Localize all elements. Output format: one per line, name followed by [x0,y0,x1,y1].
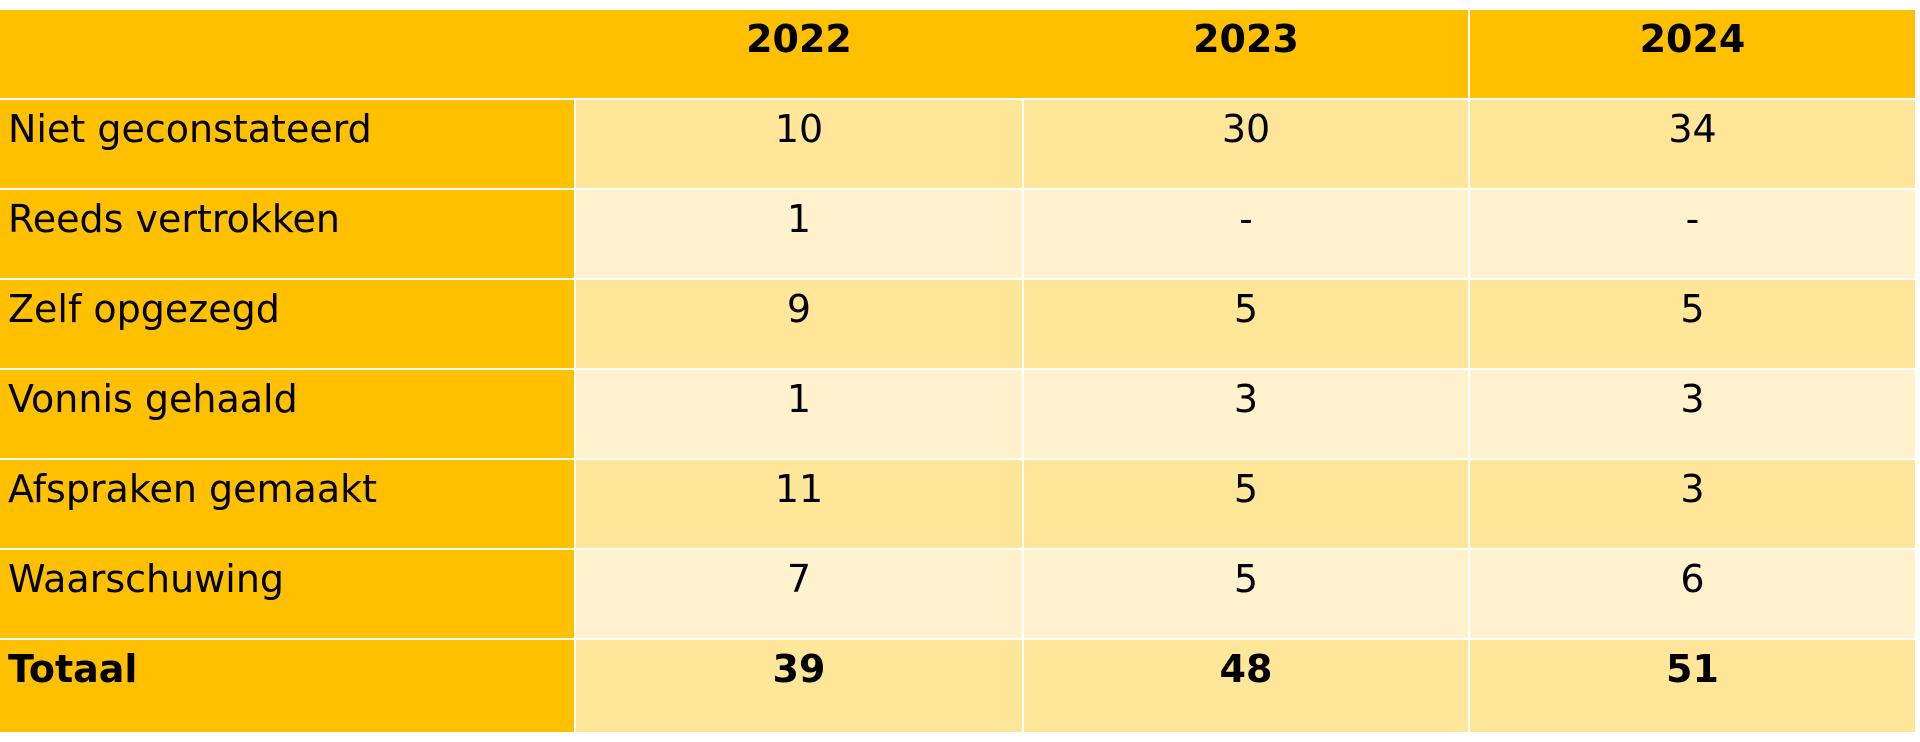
header-cell-2023: 2023 [1024,10,1468,98]
table-cell: 1 [576,190,1022,278]
table-cell: 5 [1470,280,1915,368]
total-label: Totaal [0,640,574,732]
table-row: Reeds vertrokken 1 - - [0,190,1915,278]
table-row: Afspraken gemaakt 11 5 3 [0,460,1915,548]
header-cell-2024: 2024 [1470,10,1915,98]
total-cell: 51 [1470,640,1915,732]
table-row: Vonnis gehaald 1 3 3 [0,370,1915,458]
table-cell: 3 [1024,370,1468,458]
table-cell: 11 [576,460,1022,548]
table-total-row: Totaal 39 48 51 [0,640,1915,732]
row-label: Vonnis gehaald [0,370,574,458]
table-cell: 9 [576,280,1022,368]
table-cell: - [1470,190,1915,278]
table-cell: 5 [1024,460,1468,548]
table-cell: 7 [576,550,1022,638]
total-cell: 39 [576,640,1022,732]
row-label: Reeds vertrokken [0,190,574,278]
total-cell: 48 [1024,640,1468,732]
table-cell: 5 [1024,550,1468,638]
row-label: Zelf opgezegd [0,280,574,368]
table-cell: 6 [1470,550,1915,638]
table-cell: 1 [576,370,1022,458]
table-cell: - [1024,190,1468,278]
table-row: Niet geconstateerd 10 30 34 [0,100,1915,188]
data-table: 2022 2023 2024 Niet geconstateerd 10 30 … [0,10,1915,732]
table-cell: 5 [1024,280,1468,368]
table-cell: 34 [1470,100,1915,188]
table-cell: 3 [1470,370,1915,458]
table-cell: 3 [1470,460,1915,548]
row-label: Niet geconstateerd [0,100,574,188]
row-label: Waarschuwing [0,550,574,638]
table-cell: 10 [576,100,1022,188]
table-cell: 30 [1024,100,1468,188]
row-label: Afspraken gemaakt [0,460,574,548]
table-header-row: 2022 2023 2024 [0,10,1915,98]
table-row: Zelf opgezegd 9 5 5 [0,280,1915,368]
header-cell-2022: 2022 [576,10,1022,98]
table-row: Waarschuwing 7 5 6 [0,550,1915,638]
